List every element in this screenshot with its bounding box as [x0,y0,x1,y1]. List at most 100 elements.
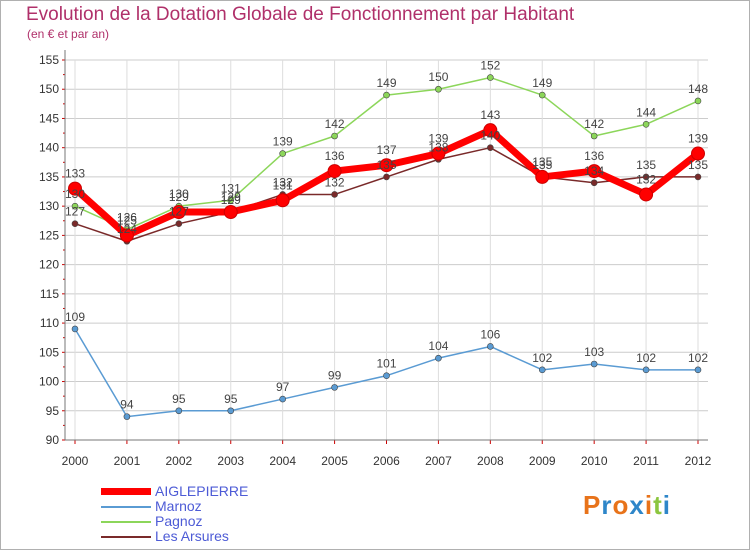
data-point [483,123,498,138]
data-point [68,181,82,196]
data-point [71,325,79,333]
data-label: 106 [480,327,500,341]
data-label: 132 [636,172,656,186]
data-label: 136 [325,149,345,163]
data-point [71,220,79,227]
data-point [171,205,186,219]
data-label: 139 [273,135,293,149]
data-label: 127 [169,205,189,219]
data-label: 95 [172,392,186,406]
data-label: 102 [636,351,656,365]
data-point [331,132,338,140]
data-label: 125 [117,213,137,227]
x-tick-label: 2004 [269,454,296,468]
data-point [379,158,394,173]
legend-swatch-pagnoz [101,521,151,523]
legend-label-aiglepierre: AIGLEPIERRE [155,483,249,499]
data-label: 137 [376,143,396,157]
data-label: 148 [688,82,708,96]
x-tick-label: 2006 [373,454,400,468]
x-tick-label: 2010 [581,454,608,468]
x-tick-label: 2008 [477,454,504,468]
data-point [71,202,79,210]
y-tick-label: 120 [39,258,59,272]
data-label: 127 [65,205,85,219]
data-label: 129 [221,193,241,207]
data-point [590,360,598,368]
data-point [538,91,546,99]
data-point [175,407,183,415]
data-label: 135 [532,155,552,169]
x-tick-label: 2002 [165,454,192,468]
data-point [642,121,650,128]
y-tick-label: 155 [39,53,59,67]
data-label: 130 [65,187,85,201]
x-tick-label: 2007 [425,454,452,468]
data-point [279,150,286,157]
data-point [694,366,702,374]
data-label: 129 [221,190,241,204]
data-label: 95 [224,392,238,406]
logo-letter: r [601,490,613,520]
logo-letter: i [644,490,654,520]
data-point [435,85,442,93]
data-point [590,132,598,140]
data-label: 144 [636,105,656,119]
data-point [119,228,134,243]
data-label: 140 [480,129,500,143]
y-tick-label: 110 [40,316,59,330]
data-label: 138 [428,140,448,154]
data-label: 139 [428,132,448,146]
y-tick-label: 95 [46,404,60,418]
data-label: 135 [532,158,552,172]
data-label: 150 [428,70,448,84]
data-label: 134 [584,164,604,178]
y-tick-label: 100 [39,375,59,389]
data-label: 136 [584,149,604,163]
chart-title: Evolution de la Dotation Globale de Fonc… [26,4,575,25]
data-point [279,395,286,403]
data-point [642,366,650,374]
data-label: 104 [428,339,448,353]
data-label: 94 [120,398,134,412]
data-label: 149 [376,76,396,90]
data-point [227,197,235,204]
data-point [642,173,650,181]
data-point [691,146,705,161]
data-label: 101 [376,357,396,371]
data-point [587,164,602,179]
data-label: 102 [532,351,552,365]
line-chart: 90 95 100 105 110 115 120 125 130 135 140 145 150 155… [39,50,712,468]
legend-label-les-arsures: Les Arsures [155,528,229,544]
logo-letter: P [583,490,602,520]
x-tick-label: 2000 [62,454,89,468]
data-label: 135 [636,158,656,172]
data-point [487,74,494,81]
data-label: 131 [221,181,241,195]
data-point [383,372,390,379]
data-label: 102 [688,351,708,365]
legend-swatch-les-arsures [101,536,151,538]
data-label: 130 [169,187,189,201]
y-tick-label: 150 [39,82,59,96]
data-point [435,354,442,362]
data-label: 139 [688,132,708,146]
chart-subtitle: (en € et par an) [27,27,110,41]
data-point [175,220,183,227]
data-label: 135 [688,158,708,172]
data-label: 142 [325,117,345,131]
data-point [275,193,290,208]
data-point [383,91,390,99]
data-point [383,173,390,181]
data-label: 131 [273,178,293,192]
legend-label-marnoz: Marnoz [155,498,202,514]
logo-letter: i [662,490,671,520]
data-point [327,164,342,179]
data-label: 143 [480,108,500,122]
data-point [694,173,702,181]
y-tick-label: 145 [39,111,59,125]
data-label: 132 [273,175,293,189]
legend-label-pagnoz: Pagnoz [155,513,203,529]
data-point [487,144,494,151]
